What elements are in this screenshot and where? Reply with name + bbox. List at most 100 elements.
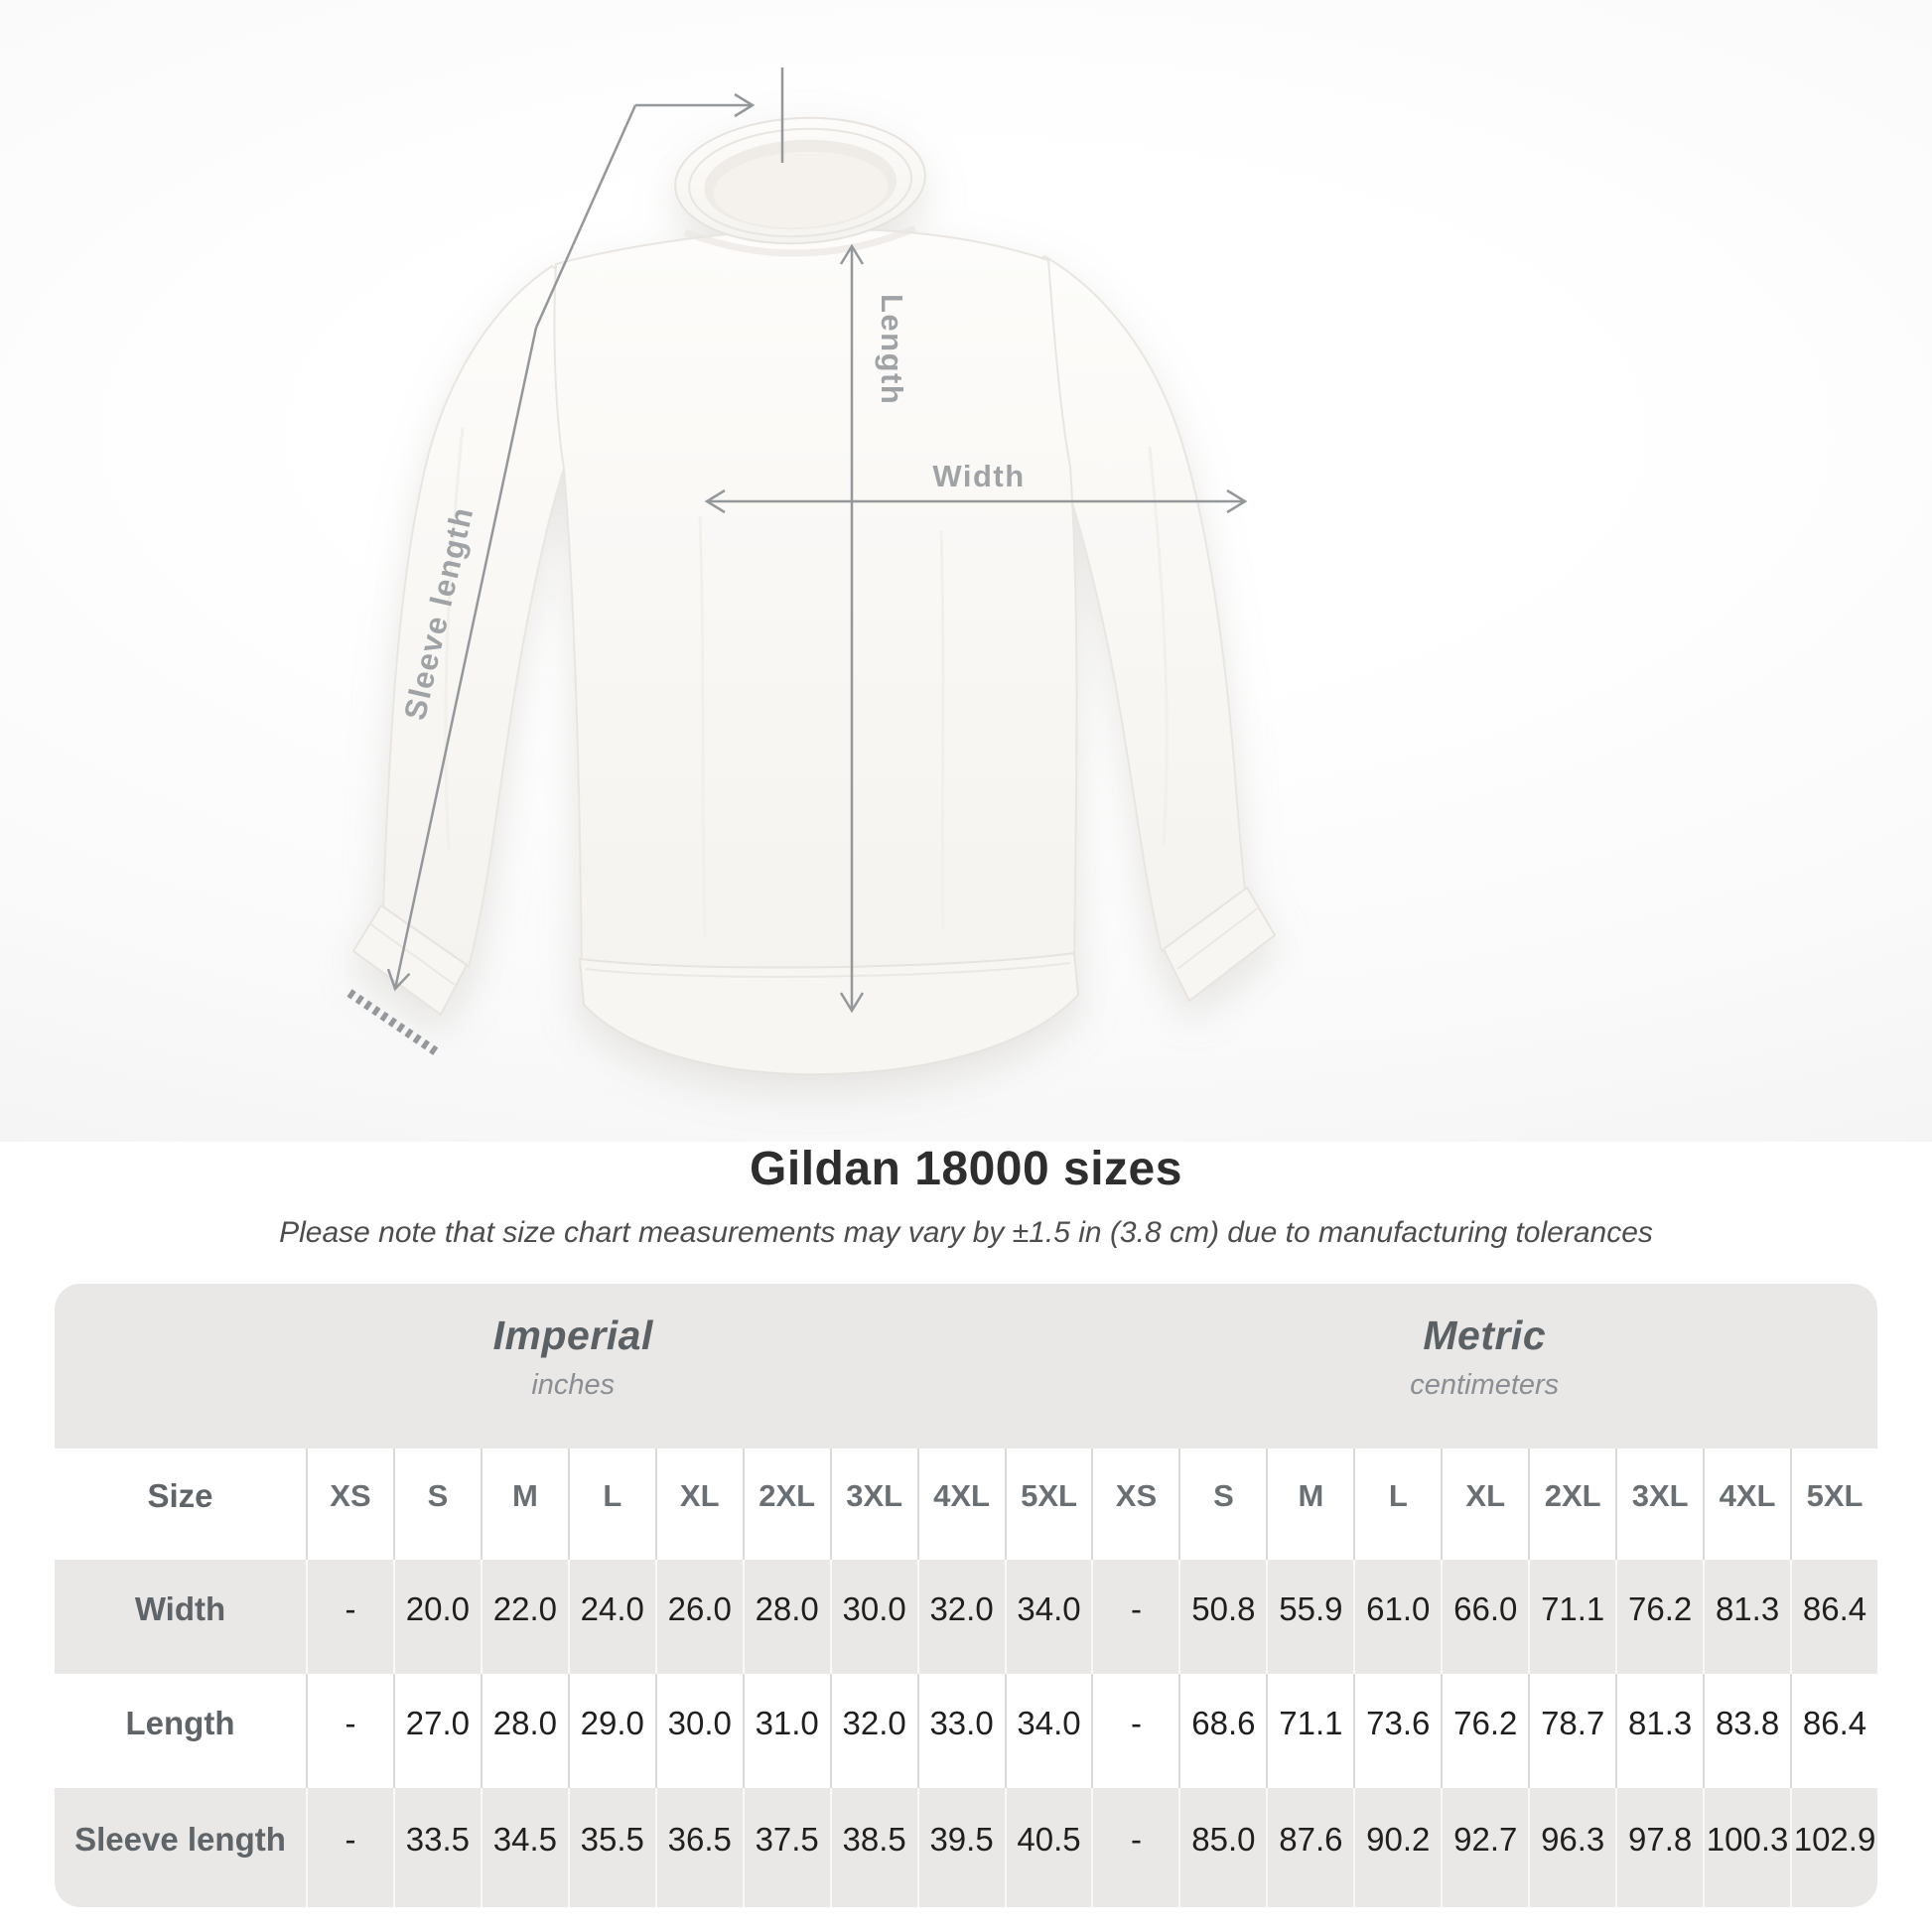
sleeve-end-hatch	[346, 989, 440, 1056]
cell-value: 71.1	[1266, 1674, 1353, 1788]
size-col: XL	[654, 1449, 743, 1560]
size-col: 2XL	[1528, 1449, 1615, 1560]
sweatshirt	[351, 116, 1277, 1076]
imperial-header: Imperial inches	[55, 1284, 1092, 1449]
cell-value: 86.4	[1790, 1560, 1877, 1674]
cell-value: 76.2	[1615, 1560, 1703, 1674]
cell-value: 33.0	[916, 1674, 1005, 1788]
cell-value: 32.0	[916, 1560, 1005, 1674]
size-header-row: Size XS S M L XL 2XL 3XL 4XL 5XL XS S M …	[55, 1449, 1877, 1560]
cell-value: 34.0	[1004, 1560, 1092, 1674]
metric-header: Metric centimeters	[1092, 1284, 1878, 1449]
cell-value: 39.5	[916, 1788, 1005, 1907]
caption: Gildan 18000 sizes Please note that size…	[0, 1138, 1932, 1253]
imperial-title: Imperial	[492, 1312, 653, 1358]
cell-value: 34.0	[1004, 1674, 1092, 1788]
cell-value: 30.0	[654, 1674, 743, 1788]
sweatshirt-hem-band	[578, 951, 1080, 1076]
cell-value: 32.0	[829, 1674, 917, 1788]
size-col: M	[1266, 1449, 1353, 1560]
cell-value: 35.5	[567, 1788, 655, 1907]
size-col: 5XL	[1790, 1449, 1877, 1560]
cell-value: 55.9	[1266, 1560, 1353, 1674]
cell-value: 86.4	[1790, 1674, 1877, 1788]
right-cuff-seam	[1176, 906, 1260, 970]
cell-value: 22.0	[480, 1560, 568, 1674]
cell-value: -	[306, 1788, 393, 1907]
cell-value: -	[1091, 1674, 1178, 1788]
sweatshirt-collar	[674, 116, 926, 245]
hem-seam	[585, 962, 1071, 978]
cell-value: -	[306, 1560, 393, 1674]
table-row-width: Width - 20.0 22.0 24.0 26.0 28.0 30.0 32…	[55, 1560, 1877, 1674]
cell-value: 38.5	[829, 1788, 917, 1907]
tolerance-note: Please note that size chart measurements…	[279, 1216, 1653, 1249]
cell-value: 30.0	[829, 1560, 917, 1674]
size-col: S	[392, 1449, 481, 1560]
cell-value: 102.9	[1790, 1788, 1877, 1907]
cell-value: 34.5	[480, 1788, 568, 1907]
measurement-lines	[346, 68, 1248, 1056]
cell-value: 28.0	[742, 1560, 830, 1674]
cell-value: 33.5	[392, 1788, 481, 1907]
cell-value: 31.0	[742, 1674, 830, 1788]
sleeve-measure-upper	[534, 104, 637, 329]
metric-title: Metric	[1423, 1312, 1547, 1358]
page-title: Gildan 18000 sizes	[750, 1143, 1182, 1195]
imperial-unit: inches	[531, 1369, 616, 1401]
cell-value: 81.3	[1703, 1560, 1790, 1674]
cell-value: 40.5	[1004, 1788, 1092, 1907]
cell-value: 37.5	[742, 1788, 830, 1907]
size-col: S	[1178, 1449, 1266, 1560]
cell-value: 96.3	[1528, 1788, 1615, 1907]
sweatshirt-diagram-svg: Sleeve length Length Width	[346, 68, 1277, 1076]
cell-value: -	[1091, 1560, 1178, 1674]
size-col: 3XL	[829, 1449, 917, 1560]
size-col: L	[567, 1449, 655, 1560]
metric-unit: centimeters	[1410, 1369, 1560, 1401]
cell-value: 66.0	[1441, 1560, 1528, 1674]
cell-value: 76.2	[1441, 1674, 1528, 1788]
cell-value: 24.0	[567, 1560, 655, 1674]
cell-value: 97.8	[1615, 1788, 1703, 1907]
cell-value: 27.0	[392, 1674, 481, 1788]
size-col: 4XL	[916, 1449, 1005, 1560]
cell-value: 50.8	[1178, 1560, 1266, 1674]
row-label: Length	[125, 1704, 235, 1741]
size-col: M	[480, 1449, 568, 1560]
size-col: XL	[1441, 1449, 1528, 1560]
size-table: Imperial inches Metric centimeters Size …	[55, 1284, 1877, 1907]
size-col: 4XL	[1703, 1449, 1790, 1560]
size-column-header: Size	[147, 1477, 213, 1514]
row-label: Width	[134, 1589, 226, 1627]
cell-value: 87.6	[1266, 1788, 1353, 1907]
cell-value: 36.5	[654, 1788, 743, 1907]
table-row-length: Length - 27.0 28.0 29.0 30.0 31.0 32.0 3…	[55, 1674, 1877, 1788]
cell-value: 81.3	[1615, 1674, 1703, 1788]
size-col: 5XL	[1004, 1449, 1092, 1560]
length-label: Length	[875, 294, 909, 405]
under-collar-shadow	[683, 224, 917, 257]
sleeve-measure-arrow	[386, 327, 538, 992]
table-row-sleeve-length: Sleeve length - 33.5 34.5 35.5 36.5 37.5…	[55, 1788, 1877, 1907]
sweatshirt-body	[553, 227, 1078, 987]
unit-header-row: Imperial inches Metric centimeters	[55, 1284, 1877, 1449]
size-col: 3XL	[1615, 1449, 1703, 1560]
size-col: L	[1353, 1449, 1441, 1560]
size-col: 2XL	[742, 1449, 830, 1560]
cell-value: 28.0	[480, 1674, 568, 1788]
left-cuff-seam	[368, 922, 456, 986]
cell-value: -	[1091, 1788, 1178, 1907]
size-col: XS	[1091, 1449, 1178, 1560]
size-col: XS	[306, 1449, 393, 1560]
sweatshirt-left-sleeve	[381, 264, 584, 969]
cell-value: 61.0	[1353, 1560, 1441, 1674]
cell-value: 83.8	[1703, 1674, 1790, 1788]
cell-value: 90.2	[1353, 1788, 1441, 1907]
row-label: Sleeve length	[74, 1821, 286, 1858]
cell-value: 92.7	[1441, 1788, 1528, 1907]
product-diagram: Sleeve length Length Width	[0, 0, 1932, 1142]
cell-value: 85.0	[1178, 1788, 1266, 1907]
cell-value: -	[306, 1674, 393, 1788]
width-label: Width	[932, 459, 1025, 493]
